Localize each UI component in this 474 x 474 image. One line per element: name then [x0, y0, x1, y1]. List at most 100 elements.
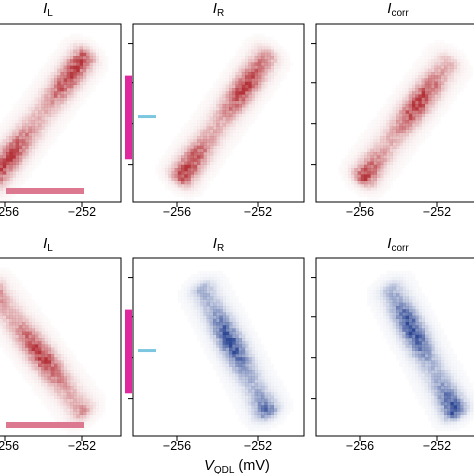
heatmap-cell — [47, 126, 51, 130]
heatmap-cell — [351, 155, 354, 158]
heatmap-cell — [0, 293, 4, 297]
heatmap-cell — [9, 110, 12, 113]
heatmap-cell — [219, 357, 223, 361]
heatmap-cell — [206, 158, 210, 162]
heatmap-cell — [241, 347, 246, 351]
heatmap-cell — [229, 123, 233, 127]
heatmap-cell — [370, 155, 374, 159]
heatmap-cell — [54, 59, 58, 63]
heatmap-cell — [96, 392, 99, 395]
heatmap-cell — [226, 152, 229, 155]
heatmap-cell — [380, 187, 384, 191]
heatmap-cell — [31, 113, 35, 117]
heatmap-cell — [238, 113, 242, 117]
heatmap-cell — [261, 402, 265, 406]
heatmap-cell — [92, 386, 95, 389]
heatmap-cell — [248, 325, 251, 328]
heatmap-cell — [213, 309, 217, 313]
heatmap-cell — [25, 139, 29, 143]
heatmap-cell — [63, 386, 67, 390]
heatmap-cell — [193, 184, 198, 188]
heatmap-cell — [92, 405, 96, 409]
heatmap-cell — [70, 114, 73, 117]
heatmap-cell — [232, 296, 235, 299]
heatmap-cell — [6, 174, 10, 178]
heatmap-cell — [47, 104, 51, 108]
heatmap-cell — [12, 296, 16, 300]
heatmap-cell — [267, 370, 270, 373]
heatmap-cell — [373, 296, 377, 300]
heatmap-cell — [210, 357, 213, 360]
heatmap-cell — [405, 283, 409, 287]
heatmap-cell — [408, 94, 413, 98]
heatmap-cell — [51, 408, 54, 411]
heatmap-cell — [50, 65, 55, 69]
heatmap-cell — [393, 174, 396, 177]
heatmap-cell — [399, 155, 403, 159]
heatmap-cell — [222, 341, 226, 345]
heatmap-cell — [222, 325, 226, 329]
heatmap-cell — [389, 164, 393, 169]
heatmap-cell — [54, 366, 58, 371]
heatmap-cell — [222, 347, 226, 351]
heatmap-cell — [219, 94, 223, 98]
heatmap-cell — [283, 69, 286, 72]
heatmap-cell — [277, 56, 281, 60]
heatmap-cell — [392, 312, 397, 316]
heatmap-cell — [361, 142, 364, 145]
heatmap-cell — [235, 84, 239, 89]
heatmap-cell — [376, 155, 381, 159]
heatmap-cell — [358, 142, 361, 145]
heatmap-cell — [89, 380, 92, 383]
heatmap-cell — [396, 104, 400, 108]
heatmap-cell — [399, 354, 402, 357]
heatmap-cell — [3, 271, 6, 274]
heatmap-cell — [273, 56, 278, 60]
heatmap-cell — [213, 367, 216, 370]
heatmap-cell — [222, 363, 226, 367]
heatmap-cell — [274, 370, 277, 373]
heatmap-cell — [254, 81, 258, 85]
heatmap-cell — [184, 161, 188, 165]
heatmap-cell — [209, 338, 214, 342]
heatmap-cell — [447, 75, 451, 79]
heatmap-cell — [15, 142, 19, 146]
heatmap-cell — [238, 104, 242, 108]
heatmap-cell — [60, 62, 64, 66]
heatmap-cell — [267, 52, 271, 57]
heatmap-cell — [412, 274, 415, 277]
heatmap-cell — [434, 94, 438, 98]
heatmap-cell — [383, 148, 387, 153]
heatmap-cell — [41, 78, 45, 82]
heatmap-cell — [257, 56, 262, 60]
heatmap-cell — [225, 338, 230, 342]
heatmap-cell — [248, 338, 252, 342]
heatmap-cell — [28, 383, 31, 386]
heatmap-cell — [168, 168, 172, 172]
heatmap-cell — [444, 49, 448, 53]
heatmap-cell — [203, 110, 207, 114]
heatmap-cell — [264, 78, 268, 82]
heatmap-cell — [18, 293, 23, 297]
heatmap-cell — [187, 197, 190, 200]
heatmap-cell — [47, 97, 51, 101]
heatmap-cell — [396, 120, 400, 124]
heatmap-cell — [184, 130, 187, 133]
heatmap-cell — [168, 184, 171, 187]
heatmap-cell — [206, 299, 210, 303]
heatmap-cell — [447, 88, 451, 92]
heatmap-cell — [22, 101, 25, 104]
heatmap-cell — [63, 75, 67, 79]
heatmap-cell — [34, 325, 39, 329]
heatmap-cell — [261, 91, 265, 95]
heatmap-cell — [203, 168, 207, 172]
heatmap-cell — [175, 194, 178, 197]
heatmap-cell — [219, 293, 223, 297]
heatmap-cell — [22, 94, 25, 97]
heatmap-cell — [408, 357, 413, 361]
heatmap-cell — [73, 62, 77, 66]
heatmap-cell — [396, 293, 400, 297]
heatmap-cell — [38, 396, 41, 399]
heatmap-cell — [209, 347, 214, 351]
heatmap-cell — [248, 104, 252, 108]
